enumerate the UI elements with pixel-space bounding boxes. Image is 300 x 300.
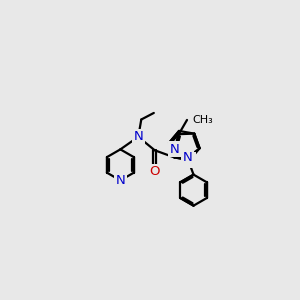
Text: N: N [116, 174, 125, 187]
Text: O: O [149, 165, 160, 178]
Text: N: N [185, 154, 194, 166]
Text: CH₃: CH₃ [192, 115, 213, 125]
Text: N: N [134, 130, 143, 143]
Text: N: N [182, 151, 192, 164]
Text: N: N [169, 142, 179, 156]
